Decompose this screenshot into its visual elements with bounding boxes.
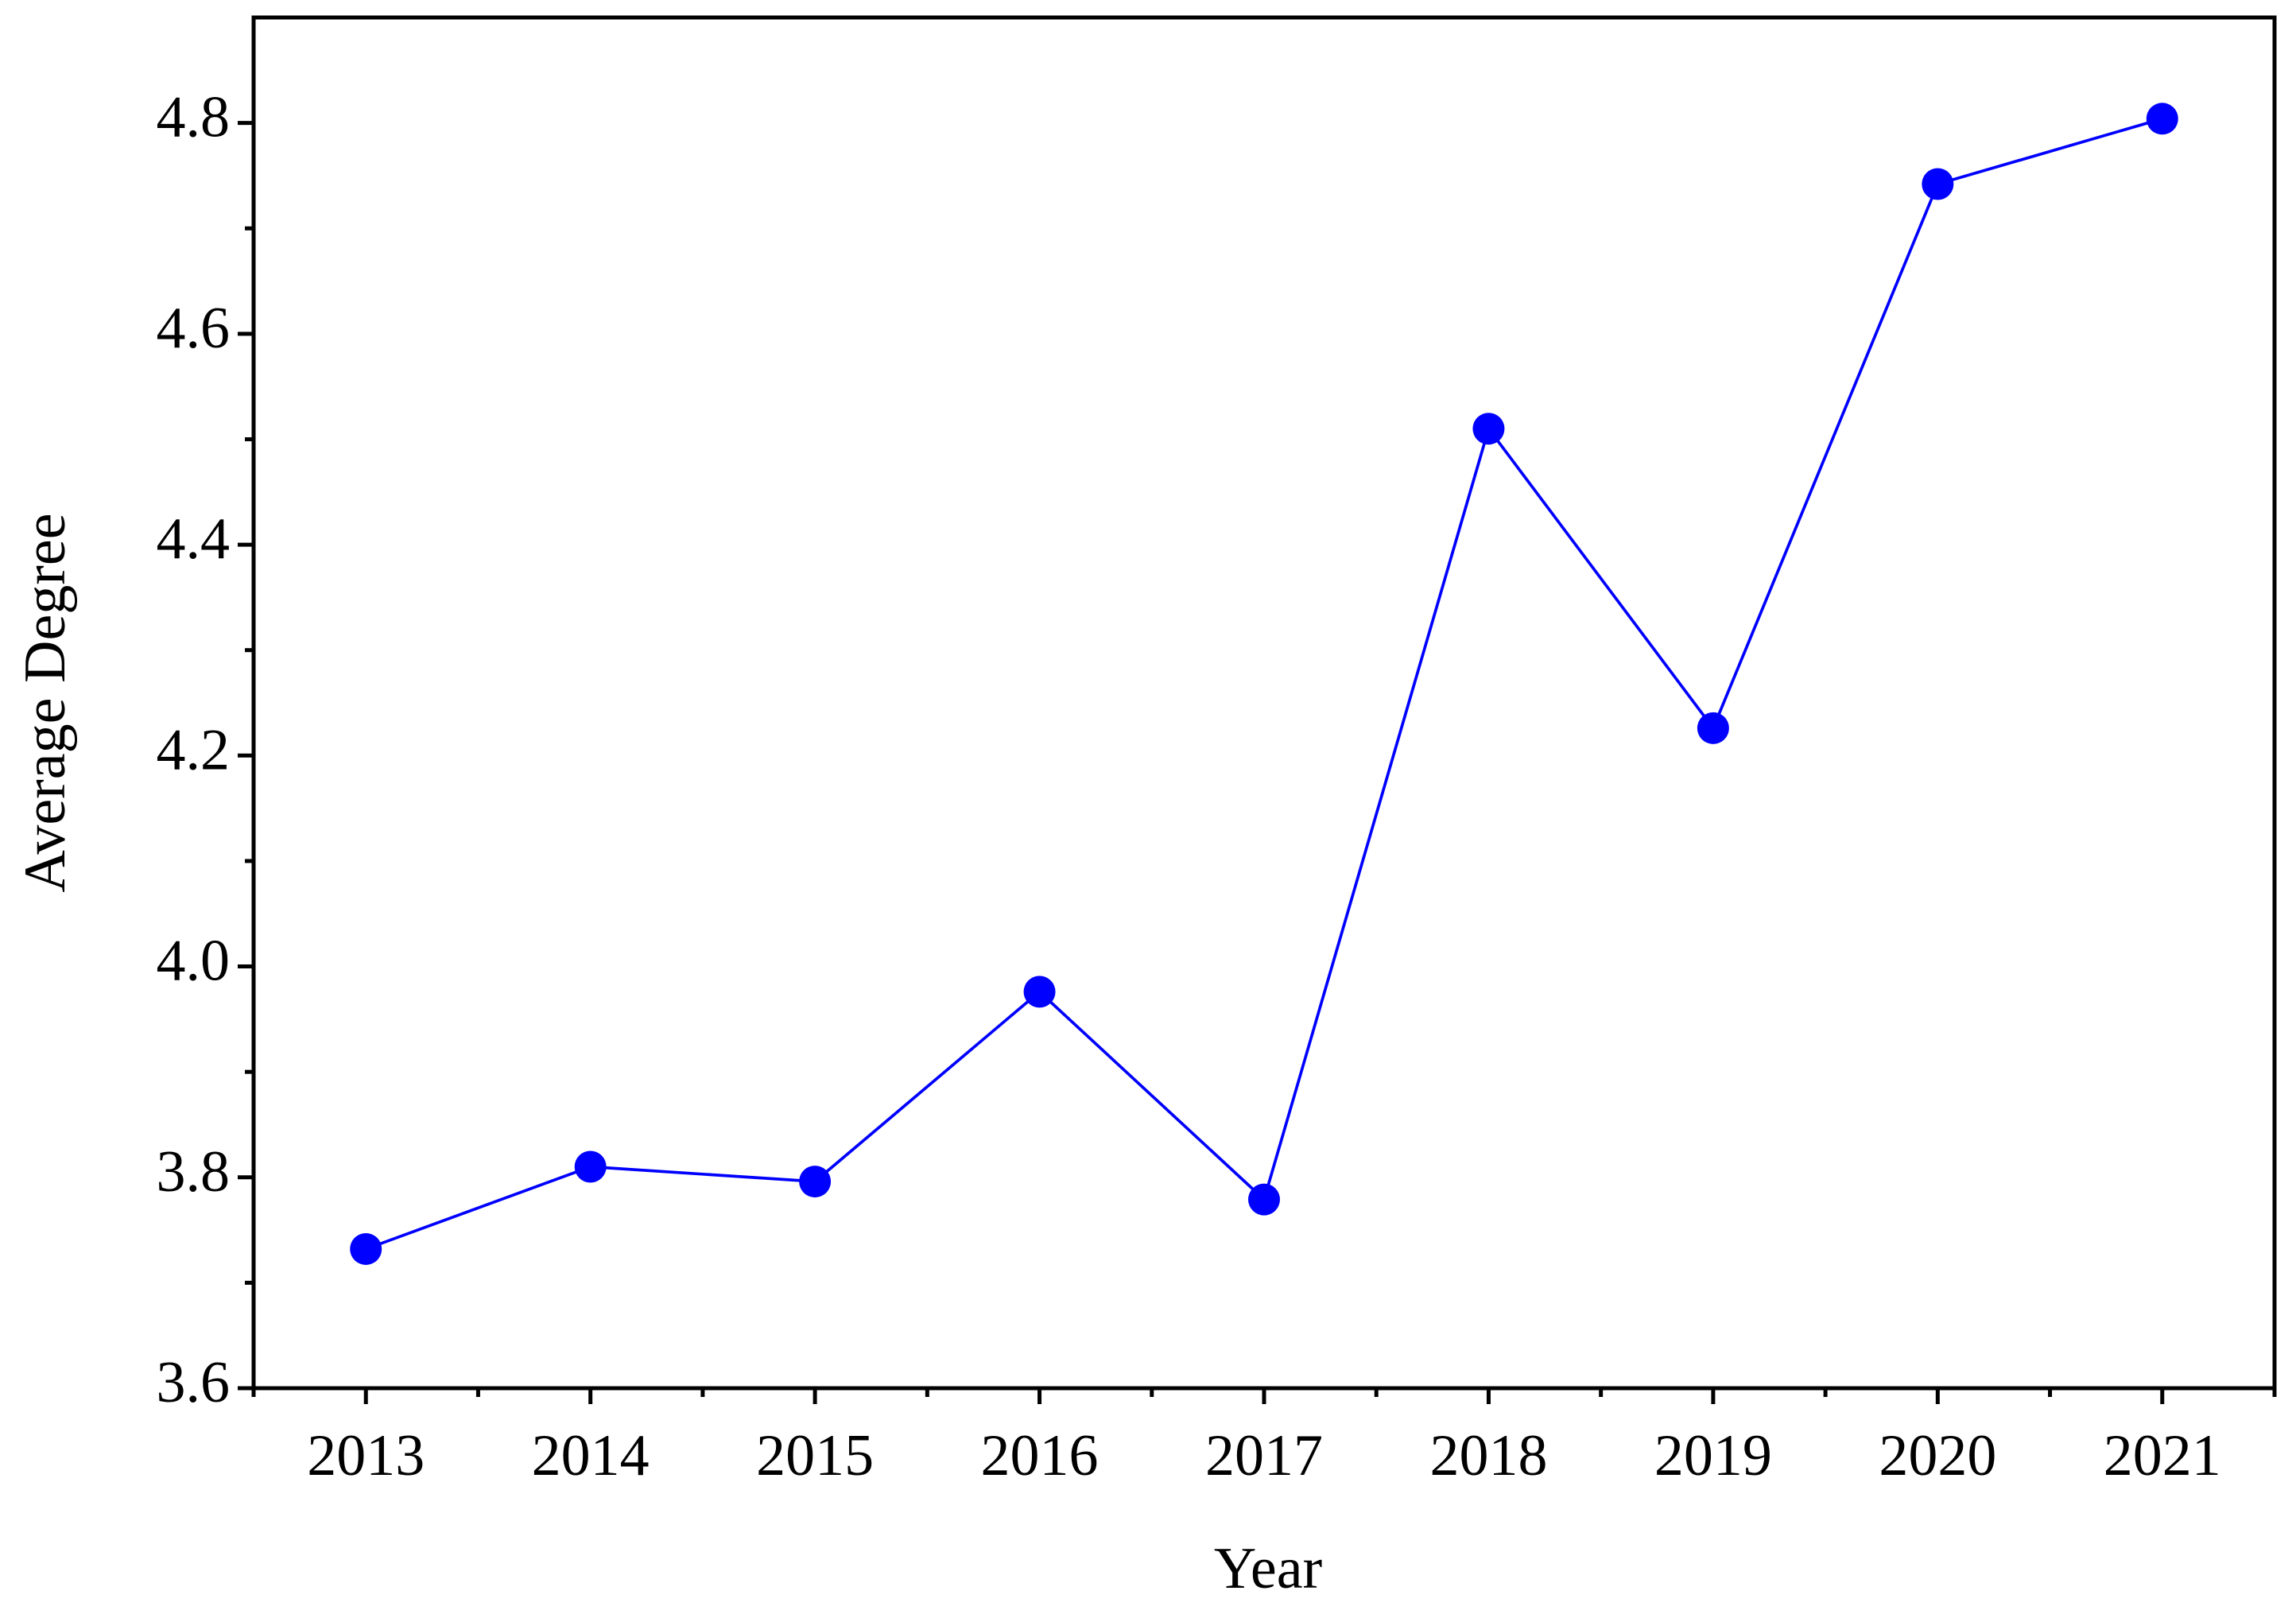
marker — [799, 1166, 832, 1198]
y-tick-label: 3.6 — [157, 1350, 231, 1415]
x-tick-label: 2021 — [2104, 1423, 2221, 1488]
x-tick-label: 2017 — [1205, 1423, 1323, 1488]
marker — [2146, 103, 2178, 135]
x-tick-label: 2014 — [532, 1423, 650, 1488]
marker — [1248, 1183, 1280, 1216]
y-tick-label: 4.4 — [157, 506, 231, 572]
marker — [1922, 168, 1954, 200]
y-tick-label: 4.8 — [157, 85, 231, 150]
x-tick-label: 2016 — [981, 1423, 1099, 1488]
y-tick-label: 4.6 — [157, 296, 231, 361]
marker — [1023, 976, 1056, 1008]
line — [365, 117, 2163, 1251]
y-tick-label: 4.0 — [157, 929, 231, 994]
y-tick-label: 3.8 — [157, 1139, 231, 1205]
marker — [1697, 712, 1729, 744]
y-tick-label: 4.2 — [157, 717, 231, 782]
x-tick-label: 2019 — [1654, 1423, 1772, 1488]
x-tick-label: 2013 — [307, 1423, 425, 1488]
x-tick-label: 2015 — [756, 1423, 874, 1488]
x-axis-title: Year — [1214, 1536, 1322, 1601]
plot-frame — [251, 15, 2277, 1391]
x-tick-label: 2020 — [1879, 1423, 1996, 1488]
x-tick-label: 2018 — [1429, 1423, 1547, 1488]
marker — [1472, 413, 1505, 445]
marker — [574, 1150, 607, 1183]
y-axis-title: Average Degree — [13, 513, 78, 892]
marker — [350, 1232, 382, 1265]
